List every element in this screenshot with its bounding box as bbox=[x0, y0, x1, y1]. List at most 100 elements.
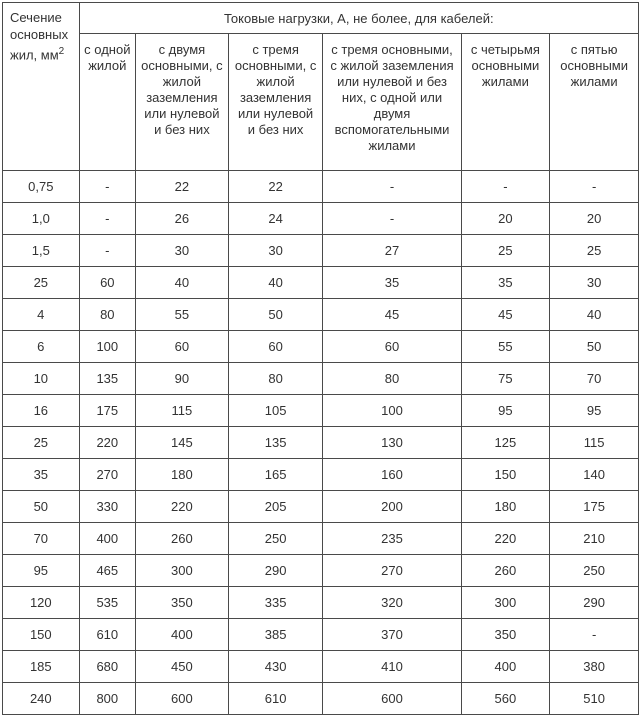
row-header-cell: 6 bbox=[2, 330, 80, 363]
row-header-cell: 16 bbox=[2, 394, 80, 427]
table-row: 1,5-30 30 27 25 25 bbox=[2, 234, 639, 267]
data-cell: 150 bbox=[460, 458, 551, 491]
data-cell: 100 bbox=[78, 330, 137, 363]
data-cell: 22 bbox=[227, 170, 324, 203]
row-header-cell: 4 bbox=[2, 298, 80, 331]
data-cell: 50 bbox=[549, 330, 639, 363]
row-header-cell: 0,75 bbox=[2, 170, 80, 203]
data-cell: 135 bbox=[227, 426, 324, 459]
data-cell: 600 bbox=[322, 682, 462, 715]
data-cell: 35 bbox=[460, 266, 551, 299]
table-body: 0,75-22 22- - -1,0-26 24-20 20 1,5-30 30 27 25 25 2… bbox=[2, 170, 639, 715]
data-cell: 260 bbox=[460, 554, 551, 587]
data-cell: 60 bbox=[78, 266, 137, 299]
row-header-cell: 1,0 bbox=[2, 202, 80, 235]
data-cell: 75 bbox=[460, 362, 551, 395]
data-cell: 125 bbox=[460, 426, 551, 459]
data-cell: 30 bbox=[227, 234, 324, 267]
data-cell: - bbox=[78, 234, 137, 267]
data-cell: - bbox=[322, 170, 462, 203]
data-cell: 25 bbox=[460, 234, 551, 267]
data-cell: 145 bbox=[135, 426, 229, 459]
data-cell: 300 bbox=[135, 554, 229, 587]
header-row-top: Сечение основных жил, мм2 Токовые нагруз… bbox=[2, 2, 640, 171]
data-cell: 30 bbox=[135, 234, 229, 267]
data-cell: 100 bbox=[322, 394, 462, 427]
data-cell: 105 bbox=[227, 394, 324, 427]
data-cell: 290 bbox=[549, 586, 639, 619]
data-cell: 24 bbox=[227, 202, 324, 235]
data-cell: 200 bbox=[322, 490, 462, 523]
row-header-cell: 120 bbox=[2, 586, 80, 619]
data-cell: 260 bbox=[135, 522, 229, 555]
data-cell: 400 bbox=[460, 650, 551, 683]
data-cell: 220 bbox=[135, 490, 229, 523]
data-cell: 205 bbox=[227, 490, 324, 523]
row-header-cell: 95 bbox=[2, 554, 80, 587]
data-cell: 610 bbox=[227, 682, 324, 715]
column-header-three-core-aux: с тремя основными, с жилой заземления ил… bbox=[322, 33, 462, 171]
data-cell: 80 bbox=[78, 298, 137, 331]
row-header-cell: 25 bbox=[2, 426, 80, 459]
data-cell: 220 bbox=[78, 426, 137, 459]
column-header-five-core: с пятью основными жилами bbox=[549, 33, 639, 171]
table-row: 1,0-26 24-20 20 bbox=[2, 202, 639, 235]
data-cell: 300 bbox=[460, 586, 551, 619]
table-row: 95 465 300 290 270 260 250 bbox=[2, 554, 639, 587]
data-cell: 40 bbox=[135, 266, 229, 299]
data-cell: - bbox=[549, 618, 639, 651]
table-row: 25 60 40 40 35 35 30 bbox=[2, 266, 639, 299]
row-header-cell: 10 bbox=[2, 362, 80, 395]
data-cell: 680 bbox=[78, 650, 137, 683]
table-row: 16 175 115 105 100 95 95 bbox=[2, 394, 639, 427]
corner-header-text: Сечение основных жил, мм bbox=[10, 10, 69, 63]
data-cell: 22 bbox=[135, 170, 229, 203]
row-header-cell: 25 bbox=[2, 266, 80, 299]
data-cell: 180 bbox=[135, 458, 229, 491]
row-header-cell: 70 bbox=[2, 522, 80, 555]
data-cell: 430 bbox=[227, 650, 324, 683]
column-header-three-core: с тремя основными, с жилой заземления ил… bbox=[227, 33, 324, 171]
data-cell: 175 bbox=[549, 490, 639, 523]
data-cell: - bbox=[322, 202, 462, 235]
data-cell: 20 bbox=[460, 202, 551, 235]
data-cell: 80 bbox=[322, 362, 462, 395]
data-cell: 800 bbox=[78, 682, 137, 715]
data-cell: 45 bbox=[322, 298, 462, 331]
data-cell: 560 bbox=[460, 682, 551, 715]
column-header-four-core: с четырьмя основными жилами bbox=[460, 33, 551, 171]
data-cell: 220 bbox=[460, 522, 551, 555]
row-header-cell: 240 bbox=[2, 682, 80, 715]
data-cell: 20 bbox=[549, 202, 639, 235]
table-row: 150 610 400 385 370 350- bbox=[2, 618, 639, 651]
data-cell: 45 bbox=[460, 298, 551, 331]
data-cell: 450 bbox=[135, 650, 229, 683]
data-cell: 250 bbox=[549, 554, 639, 587]
data-cell: 385 bbox=[227, 618, 324, 651]
table-row: 35 270 180 165 160 150 140 bbox=[2, 458, 639, 491]
data-cell: 55 bbox=[460, 330, 551, 363]
data-cell: 95 bbox=[549, 394, 639, 427]
data-cell: 160 bbox=[322, 458, 462, 491]
data-cell: 320 bbox=[322, 586, 462, 619]
row-header-cell: 1,5 bbox=[2, 234, 80, 267]
table-row: 0,75-22 22- - - bbox=[2, 170, 639, 203]
data-cell: 370 bbox=[322, 618, 462, 651]
table-row: 120 535 350 335 320 300 290 bbox=[2, 586, 639, 619]
data-cell: 600 bbox=[135, 682, 229, 715]
column-header-single-core: с одной жилой bbox=[78, 33, 137, 171]
data-cell: 95 bbox=[460, 394, 551, 427]
data-cell: 350 bbox=[460, 618, 551, 651]
data-cell: 26 bbox=[135, 202, 229, 235]
data-cell: 30 bbox=[549, 266, 639, 299]
table-row: 25 220 145 135 130 125 115 bbox=[2, 426, 639, 459]
data-cell: 90 bbox=[135, 362, 229, 395]
data-cell: 115 bbox=[135, 394, 229, 427]
data-cell: 380 bbox=[549, 650, 639, 683]
data-cell: 60 bbox=[135, 330, 229, 363]
data-cell: 610 bbox=[78, 618, 137, 651]
data-cell: 250 bbox=[227, 522, 324, 555]
row-header-cell: 35 bbox=[2, 458, 80, 491]
data-cell: 130 bbox=[322, 426, 462, 459]
data-cell: 270 bbox=[322, 554, 462, 587]
